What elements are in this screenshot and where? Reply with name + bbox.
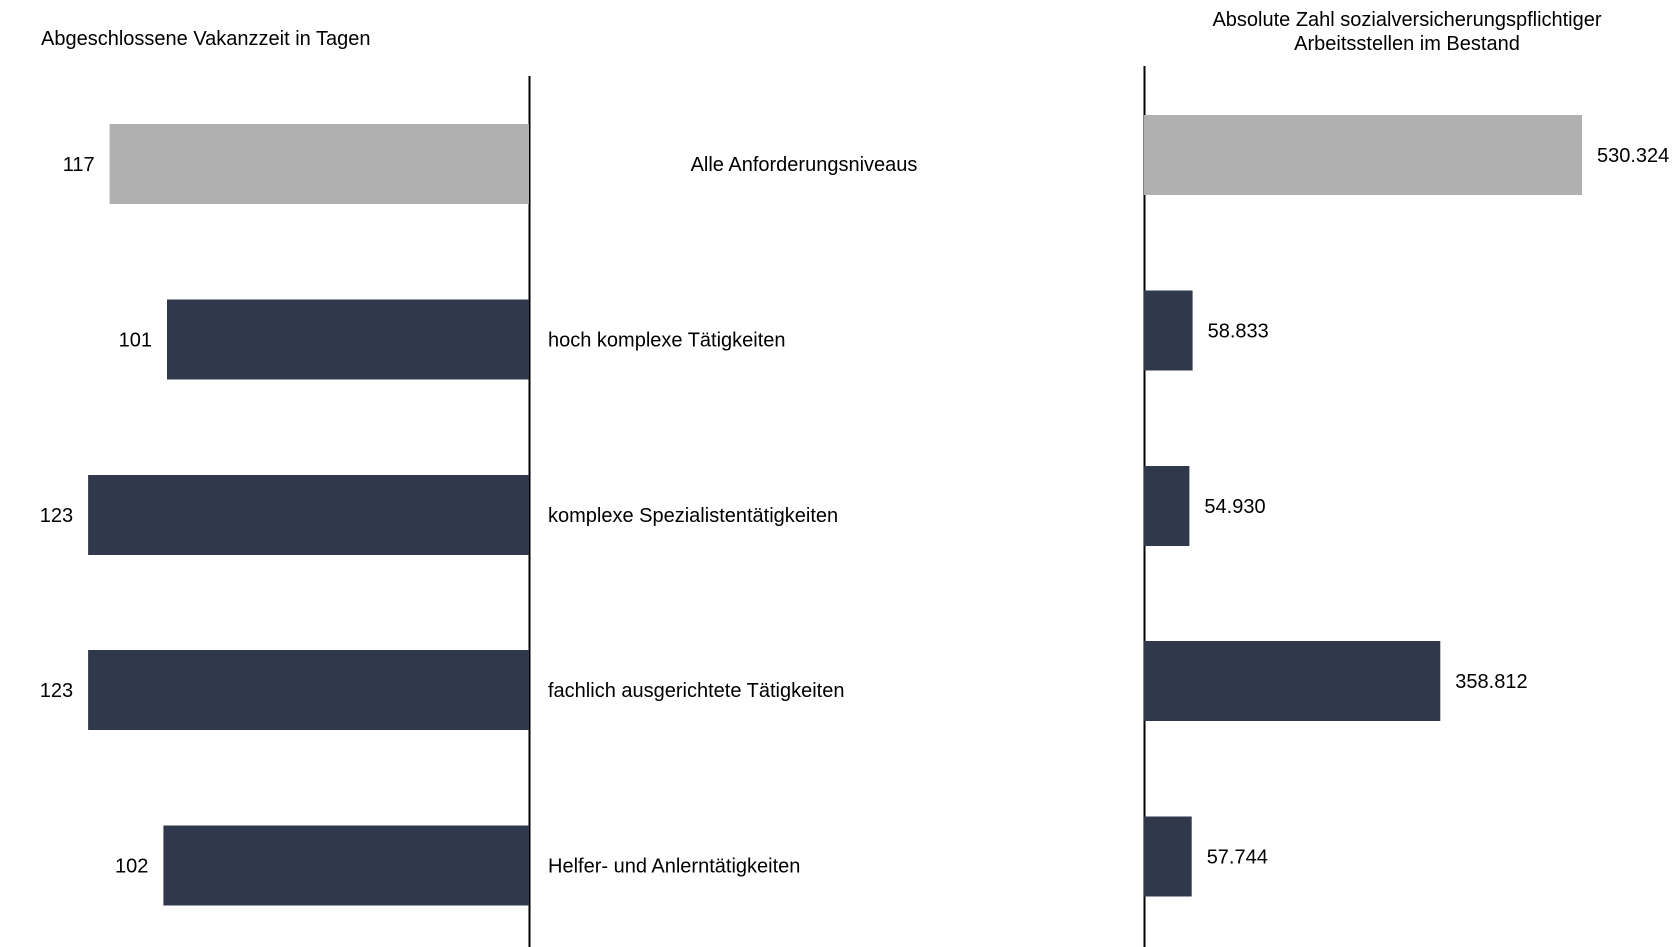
left-chart-title: Abgeschlossene Vakanzzeit in Tagen	[41, 28, 370, 50]
right-bars	[1144, 115, 1582, 897]
right-bar-2	[1144, 466, 1190, 546]
right-bar-4	[1144, 816, 1192, 897]
category-label-1: hoch komplexe Tätigkeiten	[548, 330, 786, 352]
left-bar-3	[88, 650, 529, 730]
right-value-label-3: 358.812	[1455, 671, 1527, 693]
right-bar-1	[1144, 290, 1193, 371]
right-bar-3	[1144, 641, 1441, 721]
category-label-0: Alle Anforderungsniveaus	[691, 154, 918, 176]
left-value-label-1: 101	[119, 330, 152, 352]
left-bar-0	[109, 124, 529, 204]
right-value-label-2: 54.930	[1204, 496, 1265, 518]
right-bar-0	[1144, 115, 1582, 195]
left-value-label-3: 123	[40, 680, 73, 702]
right-value-labels: 530.324 58.833 54.930 358.812 57.744	[1204, 145, 1669, 869]
left-bars	[88, 124, 529, 906]
left-value-label-2: 123	[40, 505, 73, 527]
left-value-label-0: 117	[63, 154, 95, 176]
right-chart-title-line-2: Arbeitsstellen im Bestand	[1294, 33, 1520, 55]
left-bar-4	[163, 825, 529, 906]
category-label-4: Helfer- und Anlerntätigkeiten	[548, 856, 800, 878]
left-value-labels: 117 101 123 123 102	[40, 154, 152, 878]
right-value-label-1: 58.833	[1208, 321, 1269, 343]
category-label-3: fachlich ausgerichtete Tätigkeiten	[548, 680, 844, 702]
left-bar-2	[88, 475, 529, 555]
right-chart-title-line-1: Absolute Zahl sozialversicherungspflicht…	[1212, 9, 1601, 31]
category-label-2: komplexe Spezialistentätigkeiten	[548, 505, 838, 527]
left-value-label-4: 102	[115, 856, 148, 878]
right-value-label-4: 57.744	[1207, 847, 1268, 869]
left-bar-1	[167, 299, 529, 380]
category-labels: Alle Anforderungsniveaus hoch komplexe Tä…	[548, 154, 917, 878]
right-value-label-0: 530.324	[1597, 145, 1669, 167]
